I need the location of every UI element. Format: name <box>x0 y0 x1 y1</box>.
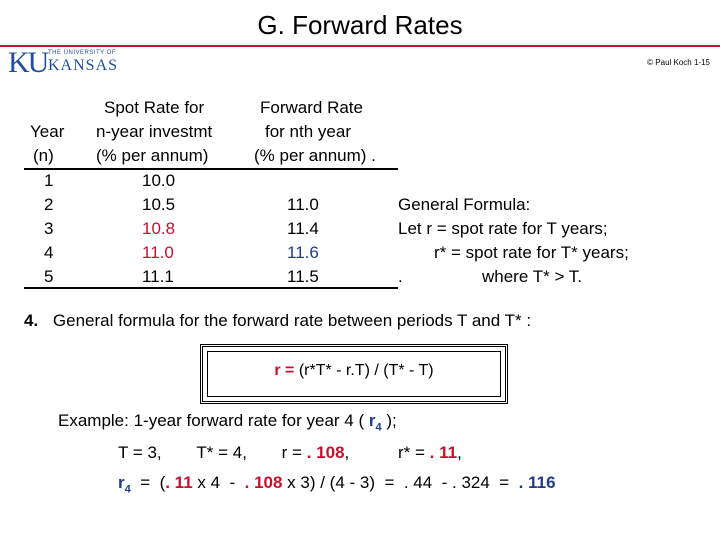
example-rstar-comma: , <box>457 443 462 462</box>
example-rstar-number: . 11 <box>429 443 458 462</box>
formula-rhs: (r*T* - r.T) / (T* - T) <box>298 362 434 379</box>
spot-cell: 10.0 <box>142 171 176 190</box>
copyright: © Paul Koch 1-15 <box>647 58 710 67</box>
example-tstar: T* = 4, <box>196 443 247 462</box>
example-r: r <box>118 473 125 492</box>
table-bottom-rule <box>24 287 398 289</box>
example-line-2: T = 3, T* = 4, r = . 108, r* = . 11, <box>118 443 462 463</box>
example-r4: r4 <box>368 411 382 434</box>
year-header-2: (n) <box>33 146 54 165</box>
spot-cell-highlight: 10.8 <box>142 219 176 238</box>
header-underline <box>24 168 398 170</box>
forward-header-2: for nth year <box>265 122 351 141</box>
year-cell: 5 <box>44 267 54 286</box>
example-r-number: . 108 <box>306 443 345 462</box>
title-rule <box>0 45 720 47</box>
forward-cell: 11.0 <box>287 195 319 214</box>
example-rstar-label: r* = <box>398 443 430 462</box>
spot-cell: 10.5 <box>142 195 176 214</box>
spot-header-2: n-year investmt <box>96 122 213 141</box>
example-intro-end: ); <box>381 411 397 430</box>
ku-logo: KU THE UNIVERSITY OF KANSAS <box>8 46 117 79</box>
general-formula-where: where T* > T. <box>482 267 583 286</box>
logo-university-of: THE UNIVERSITY OF <box>48 50 117 56</box>
general-formula-let: Let r = spot rate for T years; <box>398 219 608 238</box>
spot-cell-highlight: 11.0 <box>142 243 174 262</box>
example-subscript: 4 <box>375 421 382 434</box>
example-calc: x 3) / (4 - 3) = . 44 - . 324 = <box>282 473 519 492</box>
general-formula-rstar: r* = spot rate for T* years; <box>434 243 629 262</box>
section-number: 4. <box>24 311 39 330</box>
example-r4-result: r4 <box>118 473 131 496</box>
example-r-value: r = . 108, <box>282 443 350 462</box>
spot-cell: 11.1 <box>142 267 174 286</box>
formula-box: r = (r*T* - r.T) / (T* - T) <box>200 344 508 404</box>
forward-cell: 11.4 <box>287 219 319 238</box>
slide-title: G. Forward Rates <box>257 10 463 40</box>
example-line-3: r4 = (. 11 x 4 - . 108 x 3) / (4 - 3) = … <box>118 473 556 495</box>
formula-text: r = (r*T* - r.T) / (T* - T) <box>203 362 505 380</box>
example-r-comma: , <box>344 443 350 462</box>
example-r-number: . 108 <box>244 473 283 492</box>
forward-cell: 11.5 <box>287 267 319 286</box>
example-subscript: 4 <box>124 483 131 496</box>
logo-ku: KU <box>8 46 49 79</box>
section-text: General formula for the forward rate bet… <box>52 311 532 330</box>
logo-kansas: KANSAS <box>48 57 119 74</box>
general-formula-label: General Formula: <box>398 195 531 214</box>
example-times: x 4 - <box>192 473 245 492</box>
year-header-1: Year <box>30 122 65 141</box>
example-line-1: Example: 1-year forward rate for year 4 … <box>58 411 397 433</box>
year-cell: 3 <box>44 219 54 238</box>
forward-cell-highlight: 11.6 <box>287 243 319 262</box>
example-eq: = ( <box>130 473 166 492</box>
example-r-label: r = <box>281 443 307 462</box>
forward-header-3: (% per annum) . <box>254 146 376 165</box>
example-result: . 116 <box>518 473 556 492</box>
year-cell: 1 <box>44 171 54 190</box>
general-formula-dot: . <box>398 267 403 286</box>
formula-lhs: r = <box>274 362 299 379</box>
spot-header-1: Spot Rate for <box>104 98 205 117</box>
example-rstar-value: r* = . 11, <box>398 443 462 462</box>
year-cell: 2 <box>44 195 54 214</box>
spot-header-3: (% per annum) <box>96 146 209 165</box>
forward-header-1: Forward Rate <box>260 98 363 117</box>
section-heading: 4. General formula for the forward rate … <box>24 311 531 331</box>
example-intro: Example: 1-year forward rate for year 4 … <box>58 411 369 430</box>
example-r: r <box>368 411 376 430</box>
example-rstar-number: . 11 <box>165 473 193 492</box>
example-t: T = 3, <box>118 443 162 462</box>
year-cell: 4 <box>44 243 54 262</box>
